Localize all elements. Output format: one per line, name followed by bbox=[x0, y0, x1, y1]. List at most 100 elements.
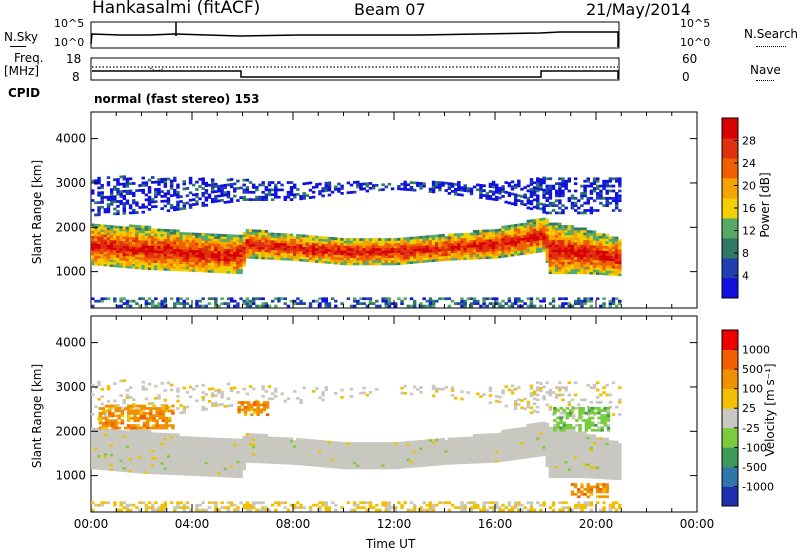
power-cell bbox=[453, 238, 458, 241]
power-cell bbox=[188, 242, 193, 245]
power-cell bbox=[529, 200, 534, 203]
velocity-cell bbox=[327, 455, 332, 459]
power-cell bbox=[113, 262, 117, 265]
power-cell bbox=[580, 304, 584, 308]
velocity-cell bbox=[116, 446, 120, 450]
power-cell bbox=[188, 239, 193, 243]
velocity-cell bbox=[340, 396, 344, 399]
velocity-cell bbox=[261, 443, 265, 447]
power-cell bbox=[441, 251, 445, 254]
power-cell bbox=[608, 189, 613, 193]
velocity-cell bbox=[207, 456, 212, 460]
power-cell bbox=[91, 208, 95, 212]
power-cell bbox=[147, 297, 152, 301]
power-cell bbox=[119, 257, 123, 261]
velocity-cell bbox=[144, 446, 149, 450]
power-cell bbox=[592, 179, 597, 183]
power-cell bbox=[614, 268, 619, 272]
velocity-cell bbox=[173, 469, 177, 473]
power-cell bbox=[577, 254, 581, 258]
power-cell bbox=[422, 257, 426, 261]
power-cell bbox=[536, 247, 540, 251]
power-cell bbox=[416, 243, 420, 247]
velocity-cell bbox=[277, 461, 281, 465]
velocity-cell bbox=[261, 458, 265, 461]
velocity-cell bbox=[188, 465, 193, 469]
power-cell bbox=[318, 235, 322, 239]
velocity-cell bbox=[283, 442, 287, 445]
velocity-cell bbox=[144, 463, 149, 467]
velocity-cell bbox=[261, 453, 265, 457]
power-cell bbox=[109, 261, 114, 265]
power-cell bbox=[340, 259, 344, 263]
velocity-cell bbox=[94, 435, 98, 438]
power-cell bbox=[406, 251, 411, 255]
velocity-cell bbox=[236, 455, 240, 459]
power-cell bbox=[144, 262, 149, 265]
velocity-cell bbox=[330, 453, 335, 456]
power-cell bbox=[226, 241, 231, 245]
power-cell bbox=[378, 247, 382, 251]
power-cell bbox=[318, 255, 322, 259]
power-cell bbox=[564, 264, 568, 267]
power-cell bbox=[359, 185, 363, 189]
velocity-cell bbox=[201, 449, 205, 452]
power-cell bbox=[472, 251, 477, 255]
power-cell bbox=[580, 204, 584, 207]
velocity-cell bbox=[343, 447, 347, 450]
power-cell bbox=[431, 259, 436, 262]
power-cell bbox=[567, 264, 572, 267]
power-cell bbox=[147, 264, 152, 268]
velocity-cell bbox=[210, 392, 215, 395]
velocity-cell bbox=[166, 381, 171, 385]
power-cell bbox=[144, 304, 149, 308]
velocity-cell bbox=[179, 506, 183, 509]
velocity-cell bbox=[195, 451, 199, 455]
power-cell bbox=[356, 262, 360, 266]
power-cell bbox=[463, 237, 467, 241]
power-cell bbox=[233, 251, 237, 255]
power-cell bbox=[542, 203, 546, 207]
power-cell bbox=[447, 253, 452, 256]
velocity-cell bbox=[122, 430, 127, 434]
power-cell bbox=[106, 183, 111, 187]
power-cell bbox=[482, 189, 486, 193]
power-cell bbox=[226, 263, 231, 267]
power-cell bbox=[539, 237, 543, 241]
power-cell bbox=[128, 204, 133, 207]
power-cell bbox=[214, 185, 218, 189]
velocity-cell bbox=[150, 456, 155, 460]
velocity-cell bbox=[293, 452, 297, 456]
power-cell bbox=[343, 240, 347, 244]
power-cell bbox=[223, 243, 228, 247]
velocity-cell bbox=[214, 449, 218, 453]
velocity-cell bbox=[220, 452, 224, 456]
power-cell bbox=[214, 267, 218, 271]
velocity-cell bbox=[169, 457, 174, 461]
velocity-cell bbox=[154, 384, 158, 388]
power-cell bbox=[182, 182, 186, 186]
power-cell bbox=[214, 258, 218, 261]
power-cell bbox=[318, 302, 322, 305]
power-cell bbox=[91, 233, 95, 237]
power-cell bbox=[116, 178, 120, 181]
power-cell bbox=[453, 302, 458, 305]
velocity-cell bbox=[293, 390, 297, 393]
power-cell bbox=[447, 250, 452, 254]
velocity-cell bbox=[125, 396, 130, 399]
power-cell bbox=[548, 247, 553, 250]
velocity-cell bbox=[346, 466, 351, 470]
power-cell bbox=[548, 196, 553, 200]
velocity-cell bbox=[201, 456, 205, 460]
power-cell bbox=[498, 196, 502, 200]
power-cell bbox=[384, 299, 388, 303]
power-cell bbox=[135, 242, 139, 245]
power-cell bbox=[223, 260, 228, 264]
power-cell bbox=[150, 250, 155, 254]
power-cell bbox=[119, 175, 123, 179]
power-cell bbox=[318, 250, 322, 254]
velocity-cell bbox=[103, 431, 108, 434]
power-cell bbox=[513, 250, 518, 254]
power-cell bbox=[97, 263, 101, 266]
power-cell bbox=[602, 238, 606, 242]
